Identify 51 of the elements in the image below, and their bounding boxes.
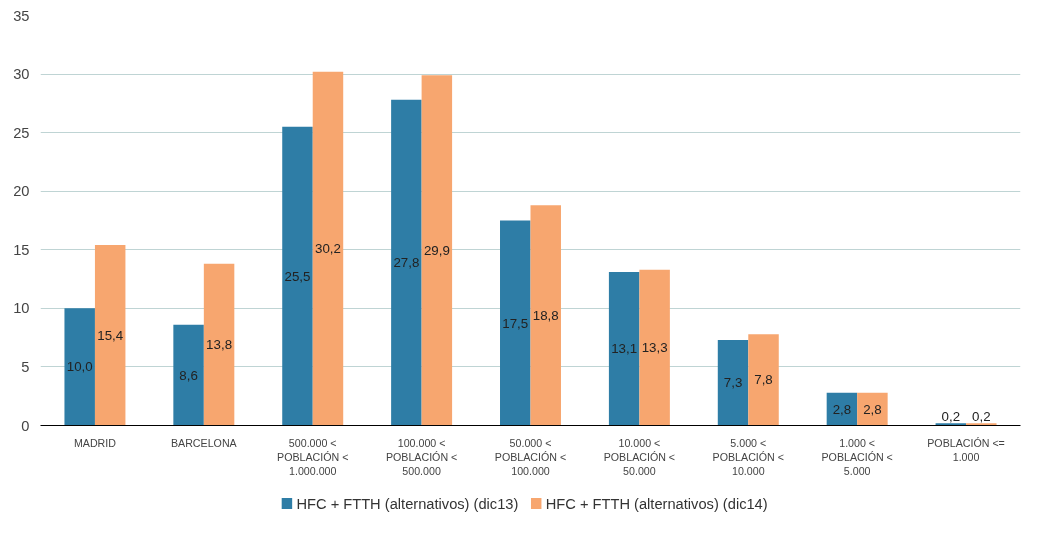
bar (282, 126, 313, 426)
y-tick-label: 15 (13, 241, 30, 258)
y-tick-label: 10 (13, 300, 30, 317)
data-label: 30,2 (315, 241, 341, 257)
bar (421, 75, 453, 426)
data-label: 15,4 (97, 327, 124, 343)
x-tick-label: MADRID (73, 436, 117, 449)
bar (94, 245, 126, 426)
data-label: 29,9 (423, 242, 450, 258)
data-label: 8,6 (179, 367, 198, 383)
x-tick-label: POBLACIÓN <= 1.000 (927, 436, 1005, 463)
data-label: 27,8 (393, 255, 420, 271)
x-tick-label: 1.000 < POBLACIÓN < 5.000 (821, 436, 893, 478)
legend-label: HFC + FTTH (alternativos) (dic14) (545, 495, 768, 512)
bar (173, 324, 204, 426)
bar (312, 71, 344, 426)
data-label: 7,3 (723, 375, 743, 391)
data-label: 0,2 (941, 408, 961, 424)
bar (530, 205, 561, 426)
bar (500, 220, 531, 426)
legend-label: HFC + FTTH (alternativos) (dic13) (296, 495, 519, 512)
bar (639, 269, 670, 426)
bar (64, 308, 95, 426)
x-tick-label: 500.000 < POBLACIÓN < 1.000.000 (277, 436, 349, 478)
data-label: 17,5 (502, 315, 529, 331)
x-tick-label: 50.000 < POBLACIÓN < 100.000 (494, 436, 567, 478)
data-label: 13,1 (611, 341, 638, 357)
x-tick-label: 10.000 < POBLACIÓN < 50.000 (603, 436, 676, 478)
bar (391, 99, 422, 426)
x-tick-label: 5.000 < POBLACIÓN < 10.000 (712, 436, 784, 478)
data-label: 7,8 (754, 372, 773, 388)
y-tick-label: 20 (13, 183, 30, 200)
y-tick-label: 30 (13, 66, 30, 83)
x-tick-label: BARCELONA (170, 436, 238, 449)
x-tick-label: 100.000 < POBLACIÓN < 500.000 (385, 436, 458, 478)
data-label: 25,5 (284, 268, 311, 284)
y-tick-label: 25 (13, 124, 30, 141)
data-label: 2,8 (863, 401, 882, 417)
y-tick-label: 35 (13, 7, 30, 24)
data-label: 2,8 (832, 401, 852, 417)
data-label: 10,0 (66, 359, 93, 375)
y-tick-label: 5 (21, 358, 30, 375)
data-label: 18,8 (532, 307, 559, 323)
bar (717, 339, 749, 426)
bar (608, 272, 640, 426)
y-tick-label: 0 (21, 417, 30, 434)
data-label: 0,2 (972, 408, 991, 424)
data-label: 13,8 (206, 337, 233, 353)
data-label: 13,3 (641, 340, 668, 356)
bar (748, 334, 779, 426)
bar (203, 263, 235, 426)
